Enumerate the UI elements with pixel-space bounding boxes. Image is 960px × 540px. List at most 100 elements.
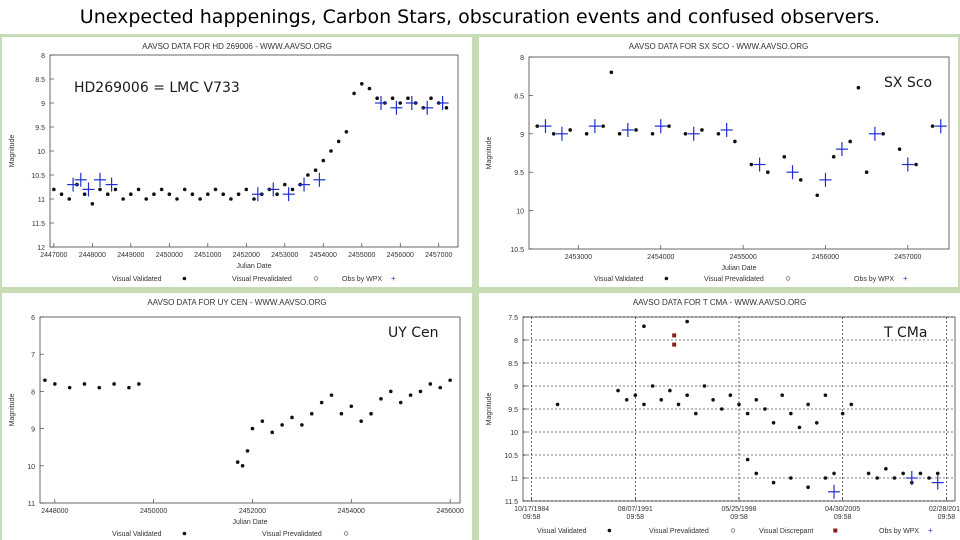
data-point [555,402,560,407]
data-point-observer [621,122,634,137]
data-point [190,192,195,196]
y-tick-label: 7.5 [508,315,518,322]
legend-marker [785,276,791,281]
data-point-observer [94,172,107,187]
chart-panel-hd269006: AAVSO DATA FOR HD 269006 - WWW.AAVSO.ORG… [2,37,472,287]
data-point-observer [405,96,418,110]
data-point [359,82,364,86]
legend-marker [833,528,838,533]
data-point [806,485,810,489]
x-tick-label: 05/25/1998 [721,506,756,513]
data-point [918,471,923,476]
legend-marker [664,276,669,281]
y-axis-label: Magnitude [9,135,16,168]
data-point [90,202,95,206]
data-point [290,187,295,192]
data-point [82,192,87,196]
data-point [198,197,202,201]
data-point [300,423,304,427]
data-point [642,402,646,407]
data-point-observer [539,119,552,134]
legend-label: Visual Prevalidated [232,276,292,283]
chart-t-cma: AAVSO DATA FOR T CMA - WWW.AAVSO.ORG 7.5 8… [486,298,960,535]
data-point [329,393,334,397]
data-point [309,411,314,416]
x-tick-label: 2450000 [140,508,167,515]
data-point [733,139,737,144]
data-point-observer [931,475,944,490]
x-tick-label: 2447000 [40,252,67,259]
data-point [728,393,733,397]
y-tick-label: 8.5 [35,77,45,84]
data-point-observer [720,122,733,137]
data-point-discrepant [672,333,677,338]
data-point [182,187,187,192]
data-point [584,132,589,136]
data-point [290,415,294,420]
x-tick-label: 2454000 [310,252,337,259]
data-point-observer [868,126,881,141]
y-axis-label: Magnitude [9,394,16,427]
data-point [67,385,72,390]
star-label-uy-cen: UY Cen [388,325,439,341]
data-point [771,480,776,485]
legend-label: Visual Validated [112,531,162,538]
data-point [754,398,759,402]
data-point [213,187,218,192]
data-point-observer [282,187,295,202]
data-point [848,139,852,144]
x-tick-label: 2448000 [41,508,68,515]
legend-marker [730,528,736,533]
data-point [206,192,210,196]
data-point [700,128,704,132]
x-axis-label: Julian Date [721,265,756,272]
data-point [136,187,141,192]
data-point-observer [934,119,947,134]
data-point [250,426,255,431]
data-point [112,382,116,386]
y-tick-label: 10 [516,209,524,216]
data-point [601,124,605,128]
data-point [831,155,836,159]
data-point [897,147,902,151]
data-point [98,187,102,192]
data-point [624,398,629,402]
data-point [634,128,638,132]
data-point [359,419,363,423]
legend-label: Visual Prevalidated [704,276,764,283]
y-tick-label: 10.5 [510,247,524,254]
data-point [685,393,689,397]
data-point [369,411,373,416]
data-point [349,404,354,409]
y-tick-label: 9.5 [514,170,524,177]
chart-title: AAVSO DATA FOR UY CEN - WWW.AAVSO.ORG [147,298,326,307]
data-point [737,402,741,407]
data-point-observer [267,182,280,197]
data-point [398,101,403,105]
legend-marker: + [928,526,933,535]
data-point [336,139,341,144]
data-point [159,187,164,192]
data-point [428,382,433,386]
x-axis-label: Julian Date [232,519,267,526]
y-tick-label: 12 [37,245,45,252]
legend-label: Obs by WPX [854,276,894,283]
data-point [389,389,393,394]
data-point [849,402,854,407]
data-point [694,411,698,416]
data-point [352,91,356,96]
data-point [667,124,671,128]
data-point [53,382,57,386]
y-tick-label: 10.5 [504,453,518,460]
data-point-observer [67,177,80,192]
data-point [444,106,449,110]
data-point [914,162,918,167]
data-point [329,149,333,153]
data-point [711,398,715,402]
chart-title: AAVSO DATA FOR SX SCO - WWW.AAVSO.ORG [629,42,808,51]
x-tick-label: 08/07/1991 [618,506,653,513]
legend-label: Visual Discrepant [759,528,813,535]
x-tick-label: 2450000 [156,252,183,259]
y-tick-label: 8 [31,389,35,396]
star-label-hd269006: HD269006 = LMC V733 [74,80,240,96]
